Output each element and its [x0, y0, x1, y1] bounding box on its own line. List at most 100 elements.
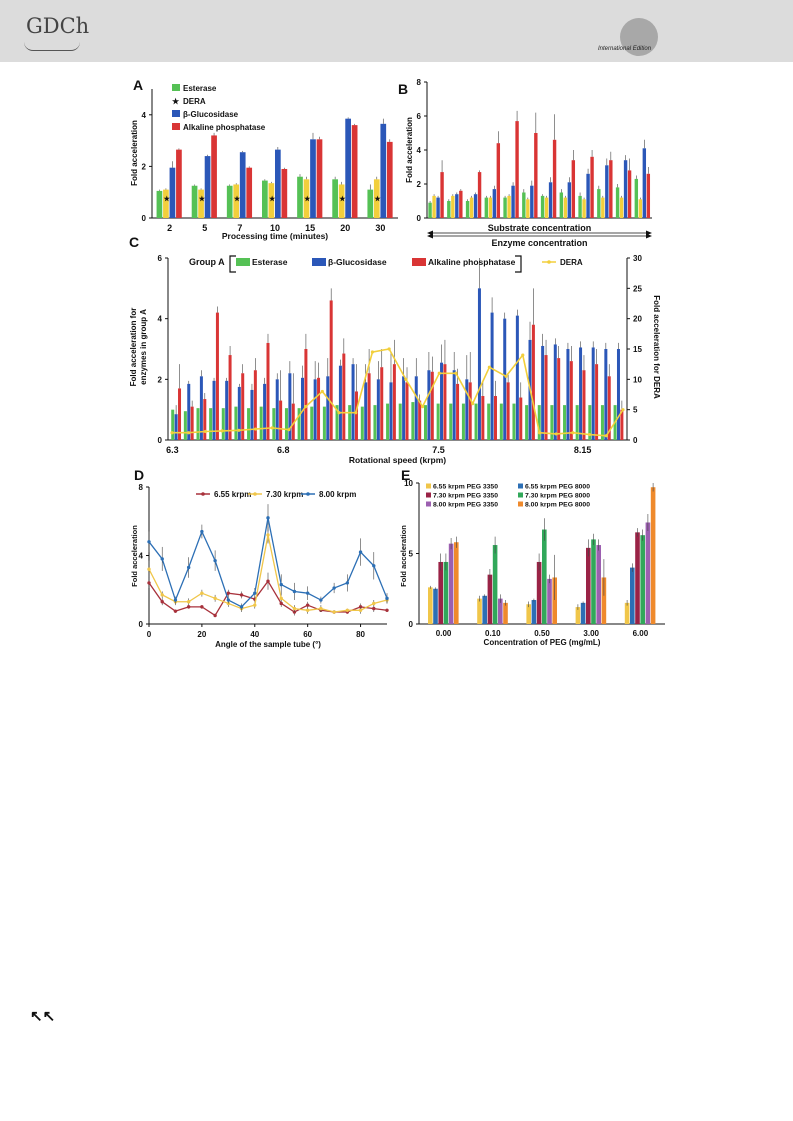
- bar: [310, 139, 316, 218]
- y-tick-label: 25: [633, 284, 642, 293]
- bar: [187, 383, 191, 440]
- dera-point: [187, 431, 191, 435]
- bar: [634, 178, 639, 218]
- bar: [590, 156, 594, 218]
- bar: [228, 355, 232, 440]
- bar: [627, 170, 632, 218]
- bar: [536, 561, 542, 624]
- bar: [526, 604, 531, 624]
- series-point: [200, 529, 204, 534]
- panel-b: B 0 2 4 6 8 Fold acceleration Substrate concent…: [398, 78, 652, 248]
- bar: [481, 396, 485, 440]
- bar: [241, 373, 245, 440]
- bar: [360, 406, 364, 440]
- series-point: [292, 606, 297, 611]
- series-point: [200, 605, 204, 609]
- panel-letter: D: [134, 467, 144, 483]
- bar: [552, 577, 557, 624]
- bar: [367, 373, 371, 440]
- series-point: [266, 579, 270, 583]
- y-tick-label: 4: [142, 111, 147, 120]
- double-up-left-arrow-icon[interactable]: ↖↖: [30, 1008, 56, 1025]
- bar: [351, 364, 355, 440]
- bar: [392, 364, 396, 440]
- bar: [262, 180, 268, 218]
- y-tick-label: 6: [158, 254, 163, 263]
- bar: [345, 118, 351, 218]
- y-tick-label: 0: [409, 620, 414, 629]
- bar: [156, 190, 163, 218]
- series-point: [345, 608, 350, 612]
- series-point: [239, 605, 244, 609]
- legend-label: 6.55 krpm PEG 8000: [525, 484, 590, 491]
- bar: [204, 156, 211, 218]
- y-tick-label: 8: [417, 78, 422, 87]
- x-tick-label: 20: [340, 223, 350, 233]
- bar: [477, 172, 482, 218]
- bar: [239, 152, 246, 218]
- series-point: [213, 613, 217, 618]
- bar: [272, 408, 276, 440]
- bar: [575, 405, 579, 440]
- x-tick-label: 15: [305, 223, 315, 233]
- bar: [468, 382, 472, 440]
- bar: [544, 355, 548, 440]
- bar: [490, 312, 494, 440]
- bar: [492, 545, 498, 624]
- bar: [465, 201, 470, 218]
- bar: [211, 135, 217, 218]
- bar: [586, 547, 591, 624]
- series-point: [292, 589, 297, 594]
- bar: [496, 143, 501, 218]
- bar: [503, 197, 507, 218]
- bar: [542, 529, 547, 624]
- y-tick-label: 5: [633, 406, 638, 415]
- dera-point: [170, 431, 174, 435]
- bar: [541, 345, 545, 440]
- bar: [304, 349, 308, 440]
- bar: [473, 194, 478, 218]
- x-tick-label: 3.00: [583, 629, 599, 638]
- legend-swatch: [518, 483, 523, 489]
- bar: [398, 403, 402, 440]
- bar: [386, 141, 393, 218]
- legend-label: DERA: [560, 258, 583, 267]
- bar: [623, 160, 628, 218]
- legend-swatch: [518, 501, 523, 507]
- series-point: [279, 601, 283, 606]
- bar: [212, 380, 216, 440]
- x-axis-label: Angle of the sample tube (°): [215, 640, 321, 649]
- bar: [635, 532, 640, 624]
- bar: [247, 408, 251, 440]
- series-point: [305, 591, 310, 595]
- bar: [645, 522, 651, 624]
- bar: [620, 409, 624, 440]
- dera-point: [370, 350, 375, 354]
- page-header: GDCh International Edition: [0, 0, 793, 62]
- bar: [354, 391, 358, 440]
- legend-swatch: [412, 258, 426, 266]
- bar: [215, 312, 219, 440]
- legend-swatch: [172, 123, 180, 130]
- panel-letter: E: [401, 467, 410, 483]
- bar: [553, 344, 557, 440]
- series-point: [239, 593, 244, 597]
- dera-point: [320, 389, 324, 394]
- bar: [209, 408, 213, 440]
- bar: [367, 189, 374, 218]
- dera-point: [437, 371, 441, 375]
- bar: [436, 403, 440, 440]
- bar: [376, 379, 380, 440]
- bar: [607, 376, 611, 440]
- legend-point-swatch: [547, 260, 551, 264]
- edition-label: International Edition: [598, 46, 652, 52]
- bar: [582, 199, 586, 218]
- bar: [275, 379, 279, 440]
- bar: [487, 574, 493, 624]
- dera-point: [504, 374, 508, 378]
- bar: [338, 365, 342, 440]
- star-marker: ★: [269, 195, 276, 203]
- bar: [596, 545, 601, 624]
- legend-label: β-Glucosidase: [328, 257, 387, 267]
